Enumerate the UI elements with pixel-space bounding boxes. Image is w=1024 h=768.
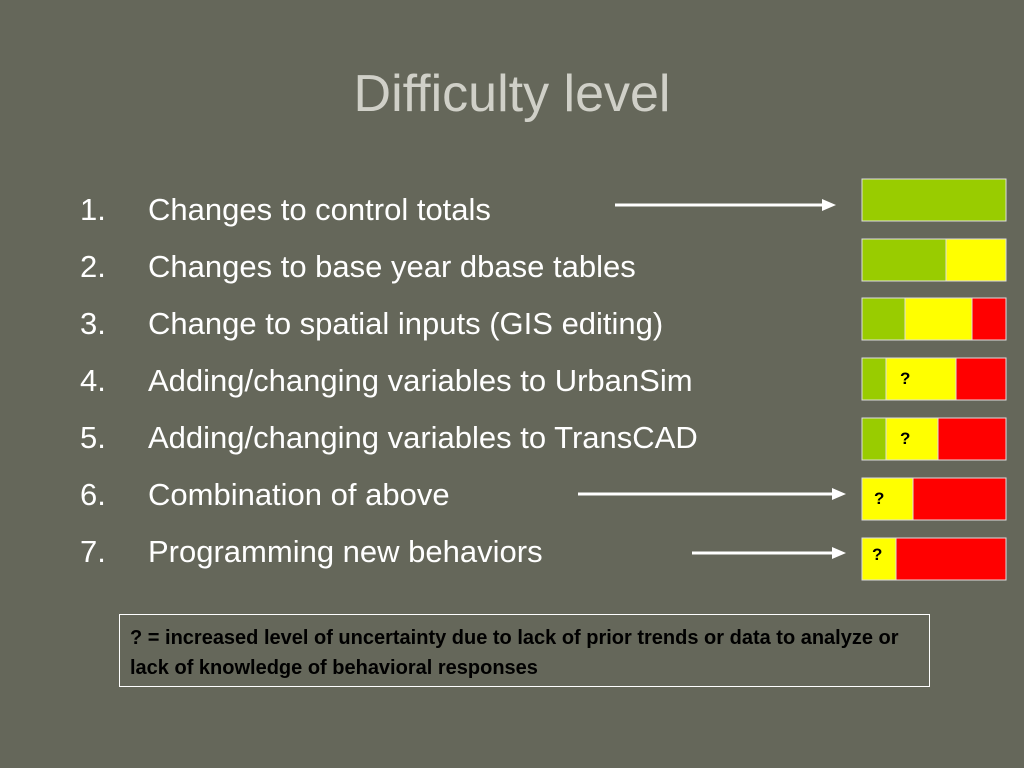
bar-segment [861, 178, 1007, 222]
uncertainty-mark: ? [900, 369, 911, 388]
arrow-head [822, 199, 836, 211]
item-number: 4. [80, 363, 106, 398]
item-number: 1. [80, 192, 106, 227]
item-text: Adding/changing variables to UrbanSim [148, 363, 693, 398]
item-text: Programming new behaviors [148, 534, 543, 569]
bar-segment [912, 477, 1007, 521]
arrow-head [832, 547, 846, 559]
item-text: Change to spatial inputs (GIS editing) [148, 306, 664, 341]
note-box: ? = increased level of uncertainty due t… [119, 614, 930, 687]
item-text: Adding/changing variables to TransCAD [148, 420, 698, 455]
bar-segment [861, 417, 887, 461]
item-text: Changes to base year dbase tables [148, 249, 636, 284]
item-text: Combination of above [148, 477, 450, 512]
bar-segment [945, 238, 1007, 282]
uncertainty-mark: ? [872, 545, 883, 564]
bar-segment [861, 297, 906, 341]
uncertainty-mark: ? [874, 489, 885, 508]
item-number: 2. [80, 249, 106, 284]
item-text: Changes to control totals [148, 192, 491, 227]
bar-segment [861, 477, 914, 521]
bar-segment [904, 297, 973, 341]
bar-segment [971, 297, 1007, 341]
bar-segment [895, 537, 1007, 581]
bar-segment [861, 238, 947, 282]
bar-segment [955, 357, 1007, 401]
bar-segment [885, 357, 957, 401]
bar-segment [861, 357, 887, 401]
item-number: 3. [80, 306, 106, 341]
bar-segment [937, 417, 1007, 461]
item-number: 5. [80, 420, 106, 455]
arrow-head [832, 488, 846, 500]
bar-segment [885, 417, 939, 461]
uncertainty-mark: ? [900, 429, 911, 448]
slide-title: Difficulty level [353, 65, 671, 123]
item-number: 6. [80, 477, 106, 512]
item-number: 7. [80, 534, 106, 569]
